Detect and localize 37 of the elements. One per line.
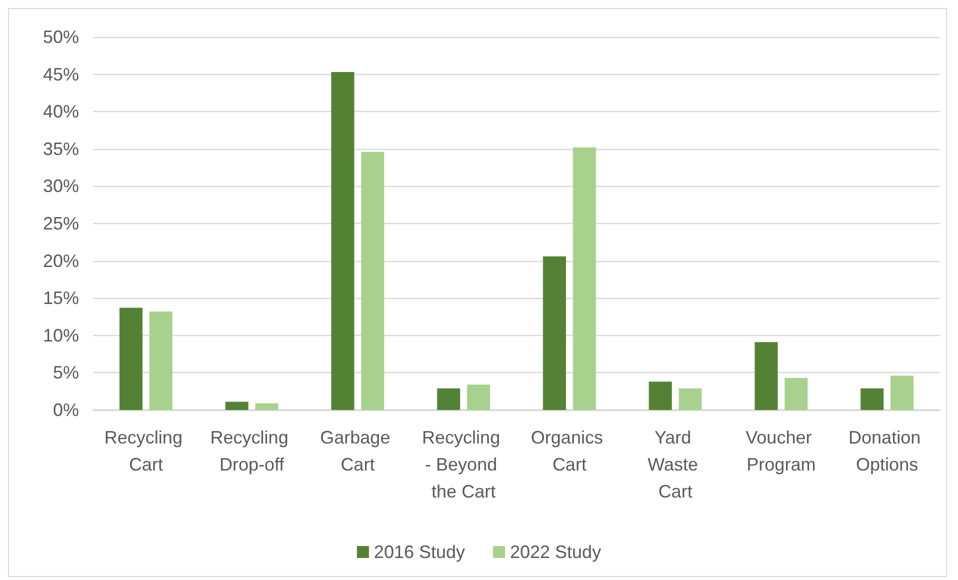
y-tick-label: 25%: [42, 214, 79, 234]
bar: [331, 72, 354, 410]
y-tick-label: 30%: [42, 176, 79, 196]
bar: [149, 312, 172, 410]
bar: [437, 388, 460, 410]
x-tick-label: Garbage Cart: [320, 428, 396, 474]
x-tick-label: Yard Waste Cart: [648, 428, 703, 502]
x-tick-label: Voucher Program: [746, 428, 817, 474]
bar: [572, 147, 596, 410]
bar: [467, 384, 490, 410]
x-tick-label: Donation Options: [848, 428, 926, 474]
bar: [754, 342, 778, 410]
bar: [648, 382, 672, 410]
bar: [860, 388, 884, 410]
y-tick-label: 0%: [52, 400, 79, 420]
x-tick-label: Recycling - Beyond the Cart: [422, 428, 506, 502]
bar: [225, 402, 248, 410]
x-tick-label: Recycling Drop-off: [210, 428, 294, 474]
y-tick-label: 45%: [42, 64, 79, 84]
bar: [361, 152, 384, 410]
y-tick-label: 5%: [52, 362, 79, 383]
legend-label: 2022 Study: [510, 542, 602, 562]
bar: [542, 256, 566, 410]
y-tick-label: 40%: [42, 102, 79, 122]
y-tick-label: 50%: [42, 27, 79, 47]
y-tick-label: 10%: [42, 325, 79, 346]
y-tick-label: 20%: [42, 250, 79, 271]
bar: [678, 388, 702, 410]
bar: [784, 378, 808, 410]
bar: [890, 376, 914, 410]
bar: [119, 308, 142, 410]
x-tick-label: Organics Cart: [530, 428, 608, 474]
bar: [255, 403, 278, 410]
legend-label: 2016 Study: [374, 542, 466, 562]
x-tick-label: Recycling Cart: [104, 428, 188, 474]
y-tick-label: 35%: [42, 138, 79, 159]
y-tick-label: 15%: [42, 288, 79, 308]
